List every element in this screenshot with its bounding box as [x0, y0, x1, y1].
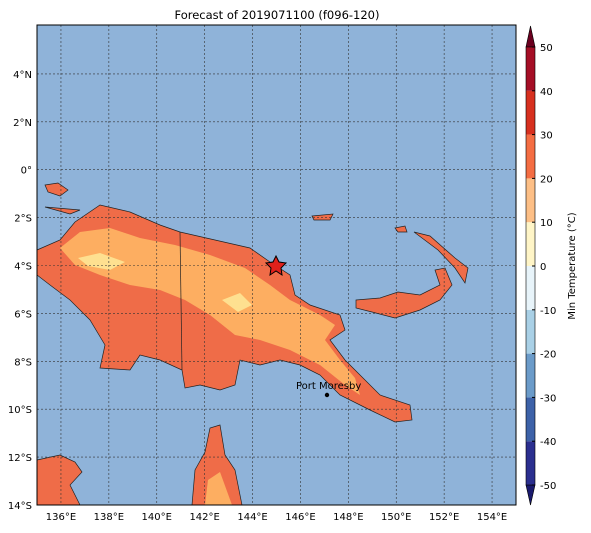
colorbar-segment — [526, 178, 535, 223]
lon-tick-label: 138°E — [94, 512, 124, 523]
lon-tick-label: 152°E — [429, 512, 459, 523]
lon-tick-label: 136°E — [46, 512, 76, 523]
lon-tick-label: 144°E — [237, 512, 267, 523]
map-frame — [36, 24, 517, 506]
lat-tick-label: 14°S — [8, 501, 32, 512]
lat-tick-label: 6°S — [14, 309, 32, 320]
colorbar-tick-label: -50 — [540, 481, 556, 492]
colorbar-tick-label: -20 — [540, 350, 556, 361]
border — [179, 231, 183, 371]
island — [44, 206, 81, 215]
colorbar-tick-label: -10 — [540, 306, 556, 317]
colorbar-tick-label: -40 — [540, 437, 556, 448]
lon-tick-label: 154°E — [477, 512, 507, 523]
lat-tick-label: 2°N — [13, 118, 32, 129]
lat-tick-label: 4°S — [14, 262, 32, 273]
lon-tick-label: 142°E — [189, 512, 219, 523]
colorbar-segment — [526, 441, 535, 485]
lat-tick-label: 8°S — [14, 357, 32, 368]
island — [44, 182, 69, 197]
colorbar-extension — [525, 25, 536, 48]
colorbar-tick-label: 20 — [540, 174, 553, 185]
city-label: Port Moresby — [296, 381, 361, 392]
colorbar-segment — [526, 134, 535, 179]
lon-tick-label: 148°E — [333, 512, 363, 523]
star-marker — [264, 254, 288, 277]
lat-tick-label: 0° — [21, 166, 32, 177]
colorbar-tick-label: 50 — [540, 43, 553, 54]
map-title: Forecast of 2019071100 (f096-120) — [175, 8, 380, 22]
colorbar-extension — [525, 484, 536, 506]
colorbar: -50 -40 -30 -20 -10 0 10 20 30 40 50 — [525, 25, 556, 506]
island — [394, 225, 408, 233]
warm-region — [222, 293, 252, 312]
colorbar-tick-label: 40 — [540, 87, 553, 98]
colorbar-tick-label: 0 — [540, 262, 546, 273]
city-dot — [324, 392, 330, 398]
colorbar-label: Min Temperature (°C) — [567, 212, 578, 319]
colorbar-segment — [526, 47, 535, 91]
lon-tick-label: 150°E — [381, 512, 411, 523]
island — [311, 213, 334, 221]
colorbar-segment — [526, 90, 535, 135]
colorbar-tick-label: -30 — [540, 393, 556, 404]
warm-region — [60, 228, 360, 395]
colorbar-tick-label: 30 — [540, 131, 553, 142]
map-area: 136°E 138°E 140°E 142°E 144°E 146°E 148°E 150°E… — [8, 24, 517, 523]
colorbar-segment — [526, 222, 535, 266]
lat-tick-label: 2°S — [14, 214, 32, 225]
lat-tick-label: 12°S — [8, 453, 32, 464]
colorbar-tick-label: 10 — [540, 218, 553, 229]
lat-tick-label: 4°N — [13, 70, 32, 81]
new-ireland — [413, 231, 469, 284]
lat-tick-label: 10°S — [8, 405, 32, 416]
lon-tick-label: 146°E — [285, 512, 315, 523]
colorbar-segment — [526, 309, 535, 354]
warm-region — [205, 472, 232, 505]
lon-tick-label: 140°E — [142, 512, 172, 523]
new-britain — [355, 267, 453, 319]
colorbar-segment — [526, 266, 535, 310]
colorbar-segment — [526, 397, 535, 442]
colorbar-segment — [526, 353, 535, 398]
